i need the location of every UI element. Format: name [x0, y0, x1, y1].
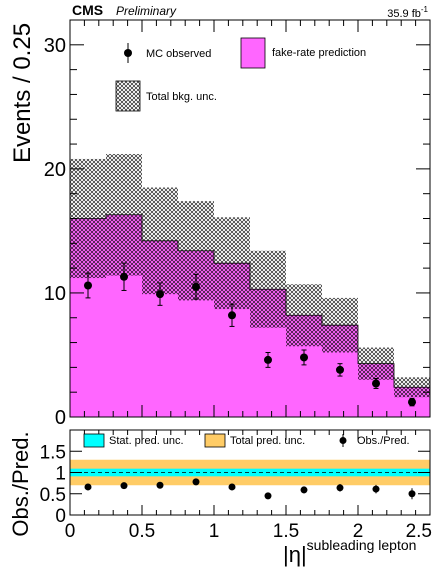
total-unc-band — [286, 284, 322, 347]
ratio-point — [408, 490, 416, 498]
ratio-ytick-label: 1 — [55, 464, 66, 485]
x-axis-label-main: |η| — [283, 542, 307, 567]
ratio-legend: Stat. pred. unc. Total pred. unc. Obs./P… — [83, 433, 410, 448]
ratio-xtick-label: 0.5 — [129, 521, 155, 542]
stat-pred-unc-band — [70, 468, 430, 477]
observed-point — [408, 398, 416, 407]
experiment-label: CMS — [72, 2, 103, 18]
main-ytick-label: 20 — [44, 159, 66, 181]
lumi-value: 35.9 fb — [387, 8, 421, 20]
legend-prediction-swatch — [240, 37, 266, 69]
ratio-xtick-label: 1.5 — [273, 521, 299, 542]
main-ytick-label: 30 — [44, 35, 66, 57]
observed-point — [264, 355, 272, 364]
ratio-ytick-label: 0.5 — [40, 485, 66, 506]
total-unc-band — [214, 217, 250, 310]
ratio-ylabel: Obs./Pred. — [8, 431, 33, 536]
main-legend: MC observed fake-rate prediction Total b… — [115, 37, 366, 112]
legend-total-unc-label: Total bkg. unc. — [146, 91, 217, 103]
ratio-point — [372, 485, 380, 493]
main-points — [84, 262, 416, 407]
x-axis-label: |η|subleading lepton — [283, 537, 416, 567]
ratio-ytick-label: 1.5 — [40, 442, 66, 463]
observed-point — [336, 365, 344, 374]
ratio-points — [84, 478, 416, 500]
ratio-axes: 00.511.50 0.5 1 1.5 2 2.5 — [40, 430, 432, 542]
legend-total-pred-unc-label: Total pred. unc. — [230, 435, 305, 447]
ratio-xtick-label: 1 — [209, 521, 220, 542]
ratio-bands — [70, 459, 430, 486]
legend-total-pred-unc-swatch — [204, 433, 226, 448]
ratio-xtick-label: 2.5 — [406, 521, 432, 542]
main-ytick-label: 10 — [44, 283, 66, 305]
observed-point — [228, 311, 236, 320]
total-unc-band — [250, 250, 286, 328]
legend-ratio-marker — [339, 437, 347, 444]
observed-point — [156, 290, 164, 299]
total-unc-band — [106, 153, 142, 276]
ratio-point — [300, 486, 308, 494]
main-ytick-label: 0 — [55, 407, 66, 429]
main-histogram — [69, 153, 431, 417]
total-unc-band — [142, 187, 178, 295]
total-unc-band — [394, 377, 430, 398]
legend-observed-label: MC observed — [146, 48, 211, 60]
observed-point — [300, 353, 308, 362]
ratio-xtick-label: 2 — [353, 521, 364, 542]
legend-observed-marker — [124, 49, 132, 57]
legend-ratio-label: Obs./Pred. — [357, 435, 410, 447]
ratio-point — [192, 478, 200, 486]
legend-prediction-label: fake-rate prediction — [272, 47, 366, 59]
legend-stat-unc-label: Stat. pred. unc. — [109, 435, 184, 447]
ratio-point — [84, 483, 92, 491]
total-unc-band — [358, 347, 394, 380]
main-panel: 0 10 20 30 Events / 0.25 MC observed fake-r… — [9, 19, 431, 429]
lumi-label: 35.9 fb-1 — [387, 5, 428, 20]
ratio-point — [156, 481, 164, 489]
ratio-point — [336, 484, 344, 492]
observed-point — [192, 282, 200, 291]
observed-point — [120, 272, 128, 281]
observed-point — [372, 379, 380, 388]
legend-stat-unc-swatch — [83, 433, 105, 448]
total-unc-band — [322, 297, 358, 353]
lumi-exponent: -1 — [421, 5, 429, 14]
ratio-ytick-label: 0 — [55, 506, 66, 527]
ratio-point — [264, 492, 272, 500]
x-axis-label-subscript: subleading lepton — [307, 537, 417, 553]
status-label: Preliminary — [116, 4, 177, 18]
observed-point — [84, 281, 92, 290]
ratio-xtick-label: 0 — [65, 521, 76, 542]
main-ylabel: Events / 0.25 — [9, 23, 36, 163]
ratio-point — [120, 482, 128, 490]
main-axes: 0 10 20 30 — [44, 19, 431, 429]
ratio-panel: 00.511.50 0.5 1 1.5 2 2.5 Obs./Pred. Stat. pr… — [8, 429, 432, 567]
legend-total-unc-swatch — [115, 80, 141, 112]
ratio-point — [228, 483, 236, 491]
